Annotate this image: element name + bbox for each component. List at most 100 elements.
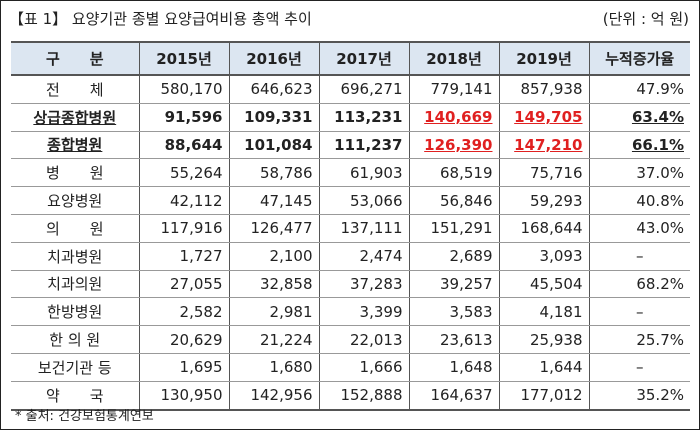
header-row: 구 분 2015년 2016년 2017년 2018년 2019년 누적증가율 bbox=[11, 41, 690, 76]
row-label: 약 국 bbox=[11, 381, 140, 411]
value-cell: 130,950 bbox=[138, 381, 230, 411]
value-cell: 59,293 bbox=[498, 186, 590, 215]
value-cell: 27,055 bbox=[138, 270, 230, 299]
growth-rate-cell: 43.0% bbox=[588, 214, 690, 243]
table-title: 【표 1】 요양기관 종별 요양급여비용 총액 추이 bbox=[9, 10, 312, 28]
value-cell: 75,716 bbox=[498, 158, 590, 188]
column-header: 2017년 bbox=[318, 41, 410, 76]
row-label: 상급종합병원 bbox=[11, 103, 140, 132]
table-row: 치과의원 27,055 32,858 37,283 39,257 45,504 68.2% bbox=[11, 270, 690, 299]
value-cell: 53,066 bbox=[318, 186, 410, 215]
table-row: 약 국 130,950 142,956 152,888 164,637 177,012 35… bbox=[11, 381, 690, 411]
value-cell: 25,938 bbox=[498, 325, 590, 354]
column-header: 구 분 bbox=[11, 41, 140, 76]
value-cell: 68,519 bbox=[408, 158, 500, 188]
growth-rate-cell: 63.4% bbox=[588, 103, 690, 132]
value-cell: 37,283 bbox=[318, 270, 410, 299]
value-cell: 3,093 bbox=[498, 242, 590, 271]
value-cell: 646,623 bbox=[228, 75, 320, 104]
value-cell: 126,477 bbox=[228, 214, 320, 243]
row-label: 보건기관 등 bbox=[11, 353, 140, 382]
table-row: 보건기관 등 1,695 1,680 1,666 1,648 1,644– bbox=[11, 353, 690, 382]
value-cell: 113,231 bbox=[318, 103, 410, 132]
value-cell: 111,237 bbox=[318, 131, 410, 160]
growth-rate-cell: – bbox=[588, 353, 690, 382]
growth-rate-cell: 40.8% bbox=[588, 186, 690, 215]
row-label: 의 원 bbox=[11, 214, 140, 243]
growth-rate-cell: – bbox=[588, 242, 690, 271]
value-cell: 101,084 bbox=[228, 131, 320, 160]
value-cell: 857,938 bbox=[498, 75, 590, 104]
source-note: * 출처: 건강보험통계연보 bbox=[15, 409, 154, 424]
value-cell: 1,644 bbox=[498, 353, 590, 382]
value-cell: 20,629 bbox=[138, 325, 230, 354]
value-cell: 91,596 bbox=[138, 103, 230, 132]
table-row: 한 의 원 20,629 21,224 22,013 23,613 25,938 25.7% bbox=[11, 325, 690, 354]
table-row: 종합병원 88,644 101,084 111,237 126,390 147,210 66… bbox=[11, 131, 690, 160]
value-cell: 32,858 bbox=[228, 270, 320, 299]
value-cell: 126,390 bbox=[408, 131, 500, 160]
value-cell: 2,100 bbox=[228, 242, 320, 271]
growth-rate-cell: 66.1% bbox=[588, 131, 690, 160]
growth-rate-cell: 68.2% bbox=[588, 270, 690, 299]
value-cell: 88,644 bbox=[138, 131, 230, 160]
value-cell: 55,264 bbox=[138, 158, 230, 188]
row-label: 한방병원 bbox=[11, 297, 140, 327]
table-row: 상급종합병원 91,596 109,331 113,231 140,669 149,705… bbox=[11, 103, 690, 132]
column-header: 2016년 bbox=[228, 41, 320, 76]
value-cell: 1,680 bbox=[228, 353, 320, 382]
row-label: 한 의 원 bbox=[11, 325, 140, 354]
value-cell: 109,331 bbox=[228, 103, 320, 132]
value-cell: 177,012 bbox=[498, 381, 590, 411]
row-label: 전 체 bbox=[11, 75, 140, 104]
value-cell: 164,637 bbox=[408, 381, 500, 411]
value-cell: 149,705 bbox=[498, 103, 590, 132]
value-cell: 56,846 bbox=[408, 186, 500, 215]
growth-rate-cell: 47.9% bbox=[588, 75, 690, 104]
table-row: 요양병원 42,112 47,145 53,066 56,846 59,293 40.8% bbox=[11, 186, 690, 215]
value-cell: 22,013 bbox=[318, 325, 410, 354]
column-header: 2019년 bbox=[498, 41, 590, 76]
value-cell: 117,916 bbox=[138, 214, 230, 243]
table-row: 병 원 55,264 58,786 61,903 68,519 75,716 37.0% bbox=[11, 158, 690, 188]
value-cell: 61,903 bbox=[318, 158, 410, 188]
value-cell: 2,981 bbox=[228, 297, 320, 327]
table-row: 전 체 580,170 646,623 696,271 779,141 857,938 47… bbox=[11, 75, 690, 104]
value-cell: 39,257 bbox=[408, 270, 500, 299]
row-label: 병 원 bbox=[11, 158, 140, 188]
value-cell: 779,141 bbox=[408, 75, 500, 104]
value-cell: 4,181 bbox=[498, 297, 590, 327]
growth-rate-cell: 35.2% bbox=[588, 381, 690, 411]
value-cell: 45,504 bbox=[498, 270, 590, 299]
value-cell: 3,583 bbox=[408, 297, 500, 327]
value-cell: 1,727 bbox=[138, 242, 230, 271]
value-cell: 2,474 bbox=[318, 242, 410, 271]
column-header: 2018년 bbox=[408, 41, 500, 76]
value-cell: 3,399 bbox=[318, 297, 410, 327]
value-cell: 140,669 bbox=[408, 103, 500, 132]
value-cell: 168,644 bbox=[498, 214, 590, 243]
value-cell: 1,695 bbox=[138, 353, 230, 382]
growth-rate-cell: – bbox=[588, 297, 690, 327]
value-cell: 1,648 bbox=[408, 353, 500, 382]
table-row: 의 원 117,916 126,477 137,111 151,291 168,644 43… bbox=[11, 214, 690, 243]
table-row: 한방병원 2,582 2,981 3,399 3,583 4,181– bbox=[11, 297, 690, 327]
value-cell: 21,224 bbox=[228, 325, 320, 354]
expense-table: 구 분 2015년 2016년 2017년 2018년 2019년 누적증가율 전 체 580… bbox=[11, 41, 690, 411]
row-label: 요양병원 bbox=[11, 186, 140, 215]
unit-label: (단위 : 억 원) bbox=[602, 10, 689, 28]
value-cell: 2,689 bbox=[408, 242, 500, 271]
column-header: 누적증가율 bbox=[588, 41, 690, 76]
row-label: 종합병원 bbox=[11, 131, 140, 160]
value-cell: 23,613 bbox=[408, 325, 500, 354]
value-cell: 137,111 bbox=[318, 214, 410, 243]
value-cell: 58,786 bbox=[228, 158, 320, 188]
value-cell: 1,666 bbox=[318, 353, 410, 382]
growth-rate-cell: 37.0% bbox=[588, 158, 690, 188]
table-row: 치과병원 1,727 2,100 2,474 2,689 3,093– bbox=[11, 242, 690, 271]
value-cell: 696,271 bbox=[318, 75, 410, 104]
value-cell: 142,956 bbox=[228, 381, 320, 411]
growth-rate-cell: 25.7% bbox=[588, 325, 690, 354]
row-label: 치과의원 bbox=[11, 270, 140, 299]
